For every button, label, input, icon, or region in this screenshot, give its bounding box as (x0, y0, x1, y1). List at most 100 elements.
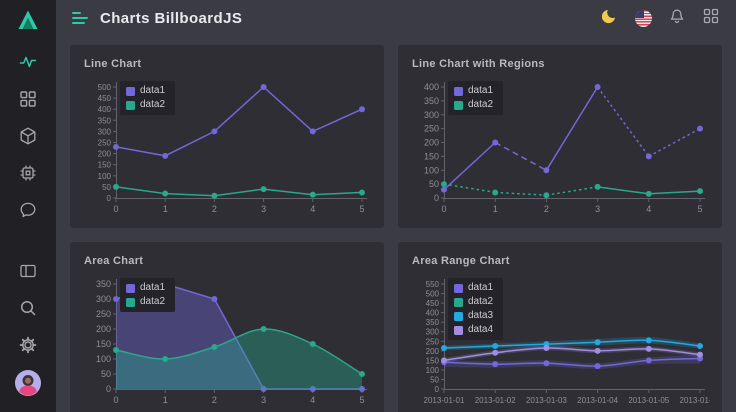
svg-text:3: 3 (261, 204, 266, 214)
area-range-chart-canvas[interactable]: 0 50 100 150 200 250 300 350 400 450 500 550 2013-01… (410, 277, 710, 409)
legend-label: data1 (468, 282, 494, 293)
legend-swatch-icon (454, 297, 463, 307)
svg-text:200: 200 (424, 138, 439, 148)
chart-legend: data1 data2 (120, 278, 176, 312)
legend-swatch-icon (126, 283, 135, 293)
legend-label: data3 (468, 310, 494, 321)
legend-label: data2 (140, 99, 166, 110)
legend-label: data2 (140, 296, 166, 307)
app-logo-icon[interactable] (15, 7, 41, 38)
svg-text:300: 300 (98, 127, 112, 136)
charts-grid: Line Chart 0 50 100 150 200 250 300 350 400 450 50… (56, 36, 736, 412)
top-header: Charts BillboardJS (56, 0, 736, 36)
legend-item-data1[interactable]: data1 (126, 282, 165, 294)
svg-text:350: 350 (426, 318, 440, 327)
svg-text:200: 200 (98, 150, 112, 159)
svg-text:250: 250 (424, 124, 439, 134)
legend-swatch-icon (454, 311, 463, 321)
svg-text:100: 100 (424, 165, 439, 175)
svg-text:2: 2 (212, 395, 217, 405)
svg-text:300: 300 (424, 110, 439, 120)
svg-text:50: 50 (430, 375, 439, 384)
chart-legend: data1 data2 (120, 81, 176, 115)
legend-swatch-icon (126, 100, 135, 110)
legend-swatch-icon (126, 297, 135, 307)
user-avatar[interactable] (14, 369, 42, 402)
svg-text:3: 3 (261, 395, 266, 405)
area-chart-canvas[interactable]: 0 50 100 150 200 250 300 350 0 1 2 3 4 5 data1 data2 (82, 277, 372, 409)
sidebar-item-cpu[interactable] (18, 165, 38, 185)
sidebar-item-search[interactable] (18, 300, 38, 320)
sidebar-item-modules[interactable] (18, 89, 38, 114)
legend-item-data2[interactable]: data2 (454, 296, 493, 308)
legend-item-data2[interactable]: data2 (454, 99, 493, 111)
legend-item-data4[interactable]: data4 (454, 324, 493, 336)
svg-text:0: 0 (435, 385, 440, 394)
svg-text:350: 350 (98, 116, 112, 125)
sidebar-item-settings[interactable] (18, 336, 38, 357)
svg-text:350: 350 (96, 279, 111, 289)
legend-swatch-icon (454, 86, 463, 96)
svg-text:5: 5 (697, 204, 702, 214)
legend-label: data2 (468, 99, 494, 110)
svg-text:450: 450 (426, 299, 440, 308)
svg-text:150: 150 (426, 356, 440, 365)
svg-text:500: 500 (98, 83, 112, 92)
legend-swatch-icon (454, 100, 463, 110)
chart-title: Area Range Chart (412, 255, 510, 267)
svg-text:2013-01-06: 2013-01-06 (680, 396, 710, 405)
legend-item-data3[interactable]: data3 (454, 310, 493, 322)
sidebar-item-activity[interactable] (18, 54, 38, 74)
grid-icon (18, 89, 38, 114)
sidebar-nav (18, 54, 38, 222)
search-icon (18, 298, 38, 323)
legend-label: data1 (140, 85, 166, 96)
legend-label: data2 (468, 296, 494, 307)
sidebar-bottom-nav (18, 263, 38, 357)
legend-label: data1 (468, 85, 494, 96)
svg-text:2013-01-03: 2013-01-03 (526, 396, 567, 405)
legend-swatch-icon (126, 86, 135, 96)
chart-legend: data1 data2 data3 data4 (448, 278, 504, 340)
svg-text:100: 100 (98, 172, 112, 181)
dark-mode-toggle[interactable] (600, 6, 619, 30)
cpu-chip-icon (18, 163, 38, 188)
legend-swatch-icon (454, 283, 463, 293)
chart-title: Line Chart with Regions (412, 58, 545, 70)
legend-item-data2[interactable]: data2 (126, 296, 165, 308)
line-chart-regions-canvas[interactable]: 0 50 100 150 200 250 300 350 400 0 1 2 3 4 5 data1 data2 (410, 80, 710, 218)
svg-text:2013-01-02: 2013-01-02 (475, 396, 516, 405)
line-chart-canvas[interactable]: 0 50 100 150 200 250 300 350 400 450 500 0 1 2 3 4 5 data… (82, 80, 372, 218)
activity-icon (18, 52, 38, 77)
svg-text:0: 0 (107, 194, 112, 203)
menu-toggle-button[interactable] (72, 12, 88, 24)
apps-menu-button[interactable] (702, 8, 720, 27)
layout-panels-icon (18, 261, 38, 286)
svg-text:2013-01-01: 2013-01-01 (424, 396, 465, 405)
legend-item-data1[interactable]: data1 (454, 85, 493, 97)
svg-text:300: 300 (426, 328, 440, 337)
legend-item-data2[interactable]: data2 (126, 99, 165, 111)
sidebar-item-layout[interactable] (18, 263, 38, 283)
svg-text:1: 1 (163, 395, 168, 405)
language-selector[interactable] (634, 9, 652, 27)
area-chart-panel: Area Chart 0 50 100 150 200 250 300 350 0 1 2 3 4 5 da… (70, 242, 384, 412)
us-flag-icon (634, 9, 652, 27)
notifications-button[interactable] (668, 9, 686, 27)
sidebar-item-package[interactable] (18, 127, 38, 148)
svg-text:250: 250 (426, 337, 440, 346)
legend-item-data1[interactable]: data1 (454, 282, 493, 294)
chat-bubble-icon (18, 200, 38, 225)
svg-text:400: 400 (426, 309, 440, 318)
moon-icon (600, 6, 619, 30)
line-chart-panel: Line Chart 0 50 100 150 200 250 300 350 400 450 50… (70, 45, 384, 228)
svg-text:150: 150 (424, 151, 439, 161)
legend-item-data1[interactable]: data1 (126, 85, 165, 97)
svg-text:200: 200 (426, 347, 440, 356)
bell-icon (668, 7, 686, 30)
sidebar-item-chat[interactable] (18, 202, 38, 222)
svg-text:4: 4 (310, 204, 315, 214)
svg-text:2013-01-05: 2013-01-05 (628, 396, 669, 405)
header-actions (600, 6, 720, 30)
legend-label: data1 (140, 282, 166, 293)
